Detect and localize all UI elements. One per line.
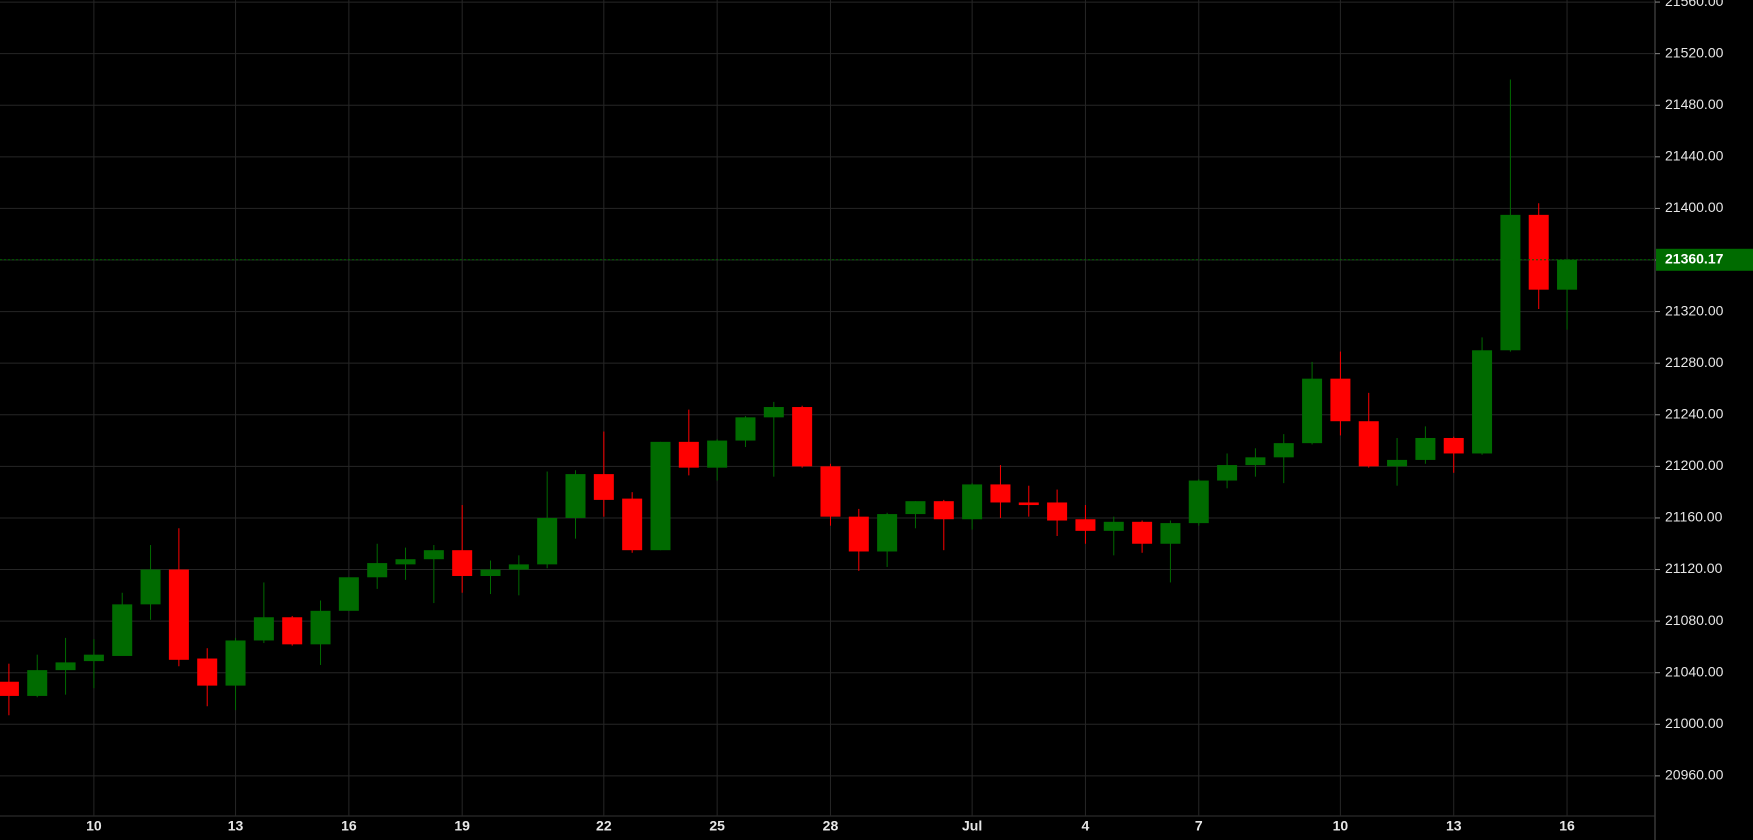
candle-body <box>763 407 784 418</box>
y-tick-label: 21040.00 <box>1665 663 1724 679</box>
y-tick-label: 20960.00 <box>1665 767 1724 783</box>
x-tick-label: 4 <box>1082 818 1090 834</box>
candle-body <box>1075 519 1096 531</box>
candle-body <box>1528 214 1549 290</box>
candle-body <box>1500 214 1521 351</box>
candle-body <box>1302 378 1323 444</box>
candle-body <box>792 407 813 467</box>
y-tick-label: 21400.00 <box>1665 199 1724 215</box>
y-tick-label: 21200.00 <box>1665 457 1724 473</box>
candle-body <box>735 417 756 441</box>
candle-body <box>1387 459 1408 467</box>
y-tick-label: 21240.00 <box>1665 405 1724 421</box>
y-tick-label: 21120.00 <box>1665 560 1723 576</box>
candle-body <box>395 559 416 565</box>
y-tick-label: 21440.00 <box>1665 148 1724 164</box>
candle-body <box>565 474 586 518</box>
candle-body <box>1188 480 1209 524</box>
candle-body <box>622 498 643 551</box>
candle-body <box>1245 457 1266 466</box>
candle-body <box>537 517 558 565</box>
candle-body <box>338 577 359 611</box>
last-price-label: 21360.17 <box>1665 250 1724 266</box>
x-tick-label: 28 <box>823 818 839 834</box>
y-tick-label: 21560.00 <box>1665 0 1724 9</box>
candle-body <box>1018 502 1039 506</box>
candle-body <box>1217 465 1238 481</box>
candle-body <box>820 466 841 517</box>
candle-body <box>452 550 473 576</box>
x-tick-label: 13 <box>1446 818 1462 834</box>
x-tick-label: 22 <box>596 818 612 834</box>
candle-body <box>83 654 104 662</box>
candle-body <box>197 658 218 686</box>
candle-body <box>1160 523 1181 544</box>
candle-body <box>990 484 1011 503</box>
y-tick-label: 21160.00 <box>1665 509 1723 525</box>
candle-body <box>1443 437 1464 454</box>
candle-body <box>0 681 19 696</box>
candle-body <box>480 569 501 576</box>
candle-body <box>55 662 76 671</box>
candle-body <box>140 569 161 605</box>
candle-body <box>1358 421 1379 467</box>
candle-body <box>168 569 189 660</box>
x-tick-label: 10 <box>86 818 102 834</box>
candle-body <box>310 610 331 645</box>
candle-body <box>1472 350 1493 454</box>
y-tick-label: 21080.00 <box>1665 612 1724 628</box>
y-tick-label: 21520.00 <box>1665 44 1724 60</box>
candle-body <box>253 617 274 641</box>
x-tick-label: 19 <box>454 818 470 834</box>
candle-body <box>423 550 444 560</box>
x-tick-label: Jul <box>962 818 982 834</box>
candle-body <box>905 501 926 515</box>
candle-body <box>27 670 48 696</box>
candle-body <box>707 440 728 468</box>
candle-body <box>877 514 898 552</box>
candle-body <box>678 441 699 468</box>
last-price-box <box>1656 248 1753 271</box>
candle-body <box>1047 502 1068 521</box>
x-tick-label: 16 <box>1559 818 1575 834</box>
candle-body <box>933 501 954 520</box>
candle-body <box>1557 259 1578 290</box>
x-tick-label: 7 <box>1195 818 1203 834</box>
candle-body <box>962 484 983 520</box>
x-tick-label: 13 <box>228 818 244 834</box>
candle-body <box>848 516 869 552</box>
candle-body <box>225 640 246 686</box>
candle-body <box>282 617 303 645</box>
candle-body <box>593 474 614 500</box>
candle-body <box>650 441 671 551</box>
candle-body <box>367 563 388 578</box>
x-tick-label: 25 <box>709 818 725 834</box>
candle-body <box>1132 521 1153 544</box>
y-tick-label: 21280.00 <box>1665 354 1724 370</box>
candle-body <box>1273 443 1294 458</box>
candle-body <box>1103 521 1124 531</box>
candle-body <box>1415 437 1436 460</box>
y-tick-label: 21480.00 <box>1665 96 1724 112</box>
y-tick-label: 21320.00 <box>1665 302 1724 318</box>
x-tick-label: 10 <box>1333 818 1349 834</box>
x-tick-label: 16 <box>341 818 357 834</box>
y-tick-label: 21000.00 <box>1665 715 1724 731</box>
candle-body <box>508 564 529 570</box>
candle-body <box>112 604 133 656</box>
candle-body <box>1330 378 1351 422</box>
